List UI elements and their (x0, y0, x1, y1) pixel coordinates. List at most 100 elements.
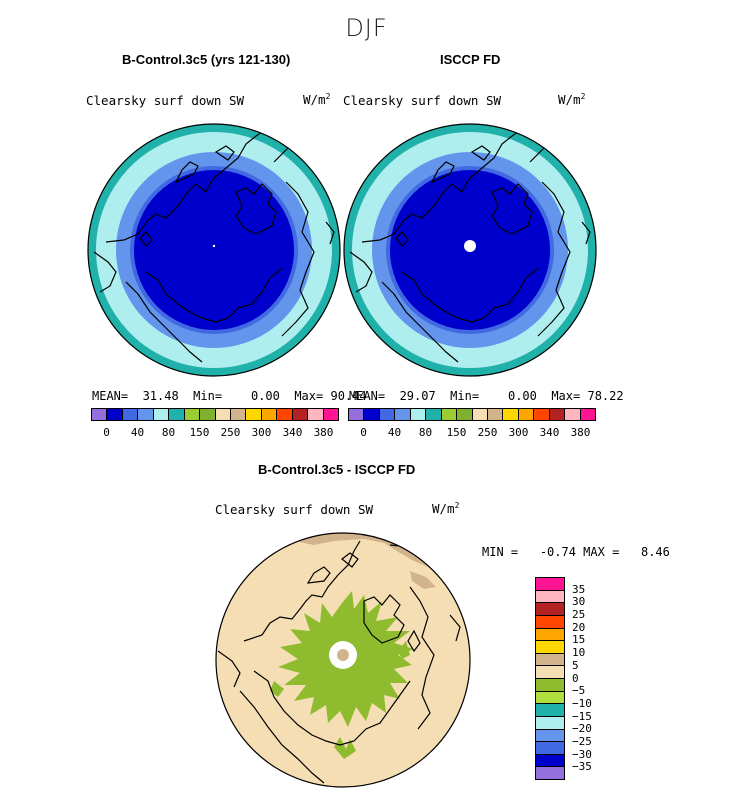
colorbar-swatch (200, 409, 216, 420)
colorbar-tick-label: 40 (130, 426, 145, 439)
colorbar-swatch (536, 578, 564, 591)
colorbar-swatch (565, 409, 581, 420)
diff-unit-label: W/m2 (432, 501, 460, 517)
colorbar-tick-label: 15 (572, 633, 586, 647)
colorbar-ticks-obs: 0 40 80 150 250 300 340 380 (348, 426, 596, 440)
colorbar-tick-label: 80 (161, 426, 176, 439)
colorbar-swatch (536, 742, 564, 755)
diff-negative-patch (398, 641, 410, 659)
colorbar-swatch (549, 409, 566, 420)
panel-title-model: B-Control.3c5 (yrs 121-130) (122, 52, 291, 67)
colorbar-tick-label: −20 (572, 722, 592, 736)
colorbar-tick-label: −25 (572, 734, 592, 748)
colorbar-swatch (92, 409, 108, 420)
stats-model: MEAN= 31.48 Min= 0.00 Max= 90.44 (92, 389, 367, 403)
colorbar-difference-labels: 35 30 25 20 15 10 5 0 −5 −10 −15 −20 −25 −30 −35 (572, 577, 612, 780)
colorbar-swatch (536, 704, 564, 717)
colorbar-tick-label: −10 (572, 696, 592, 710)
colorbar-tick-label: −35 (572, 760, 592, 774)
colorbar-tick-label: 0 (103, 426, 110, 439)
colorbar-tick-label: 340 (282, 426, 303, 439)
colorbar-swatch (441, 409, 458, 420)
colorbar-swatch (379, 409, 396, 420)
colorbar-swatch (277, 409, 293, 420)
colorbar-swatch (308, 409, 324, 420)
colorbar-swatch (261, 409, 278, 420)
colorbar-swatch (169, 409, 185, 420)
core-region (134, 170, 294, 330)
colorbar-swatch (472, 409, 488, 420)
diff-negative-patch (270, 681, 284, 697)
colorbar-tick-label: 0 (572, 671, 579, 685)
colorbar-swatch (395, 409, 411, 420)
polar-map-difference (215, 532, 471, 788)
polar-map-model (87, 123, 341, 377)
map-border (87, 123, 341, 377)
variable-label-model: Clearsky surf down SW (86, 93, 245, 108)
colorbar-tick-label: 380 (313, 426, 334, 439)
colorbar-tick-label: 5 (572, 658, 579, 672)
colorbar-swatch (349, 409, 365, 420)
stats-obs: MEAN= 29.07 Min= 0.00 Max= 78.22 (349, 389, 624, 403)
colorbar-swatch (323, 409, 338, 420)
diff-variable-label: Clearsky surf down SW (215, 502, 374, 517)
colorbar-swatch (230, 409, 247, 420)
colorbar-tick-label: 150 (189, 426, 210, 439)
colorbar-tick-label: 250 (220, 426, 241, 439)
colorbar-tick-label: 300 (508, 426, 529, 439)
colorbar-tick-label: 380 (570, 426, 591, 439)
pole-high-dot (337, 649, 349, 661)
colorbar-swatch (536, 653, 564, 667)
colorbar-swatch (246, 409, 262, 420)
diff-high-patch (410, 571, 436, 589)
colorbar-tick-label: 250 (477, 426, 498, 439)
diff-title: B-Control.3c5 - ISCCP FD (258, 462, 416, 477)
colorbar-swatch (536, 666, 564, 679)
colorbar-swatch (580, 409, 595, 420)
colorbar-tick-label: −30 (572, 747, 592, 761)
colorbar-swatch (410, 409, 427, 420)
colorbar-obs (348, 408, 596, 421)
colorbar-swatch (536, 729, 564, 743)
colorbar-swatch (536, 691, 564, 705)
colorbar-tick-label: −15 (572, 709, 592, 723)
colorbar-tick-label: 40 (387, 426, 402, 439)
colorbar-swatch (107, 409, 123, 420)
colorbar-tick-label: 20 (572, 620, 586, 634)
colorbar-swatch (536, 615, 564, 629)
polar-map-obs (343, 123, 597, 377)
colorbar-swatch (457, 409, 473, 420)
colorbar-model (91, 408, 339, 421)
colorbar-tick-label: 80 (418, 426, 433, 439)
colorbar-tick-label: 0 (360, 426, 367, 439)
colorbar-ticks-model: 0 40 80 150 250 300 340 380 (91, 426, 339, 440)
colorbar-swatch (426, 409, 442, 420)
colorbar-tick-label: 340 (539, 426, 560, 439)
colorbar-tick-label: 30 (572, 595, 586, 609)
colorbar-swatch (184, 409, 201, 420)
pole-point (212, 244, 216, 248)
colorbar-swatch (534, 409, 550, 420)
colorbar-swatch (518, 409, 535, 420)
colorbar-swatch (215, 409, 231, 420)
colorbar-swatch (503, 409, 519, 420)
colorbar-swatch (138, 409, 154, 420)
coastlines (93, 127, 335, 363)
colorbar-tick-label: 35 (572, 582, 586, 596)
colorbar-swatch (364, 409, 380, 420)
colorbar-tick-label: −5 (572, 684, 586, 698)
colorbar-difference (535, 577, 565, 780)
colorbar-tick-label: 300 (251, 426, 272, 439)
colorbar-swatch (536, 754, 564, 768)
colorbar-swatch (536, 603, 564, 616)
panel-title-obs: ISCCP FD (440, 52, 501, 67)
colorbar-swatch (536, 590, 564, 604)
map-border (215, 532, 471, 788)
colorbar-swatch (536, 767, 564, 779)
colorbar-swatch (487, 409, 504, 420)
colorbar-swatch (536, 679, 564, 692)
colorbar-swatch (292, 409, 309, 420)
missing-data-hole (464, 240, 476, 252)
colorbar-swatch (153, 409, 170, 420)
colorbar-swatch (122, 409, 139, 420)
